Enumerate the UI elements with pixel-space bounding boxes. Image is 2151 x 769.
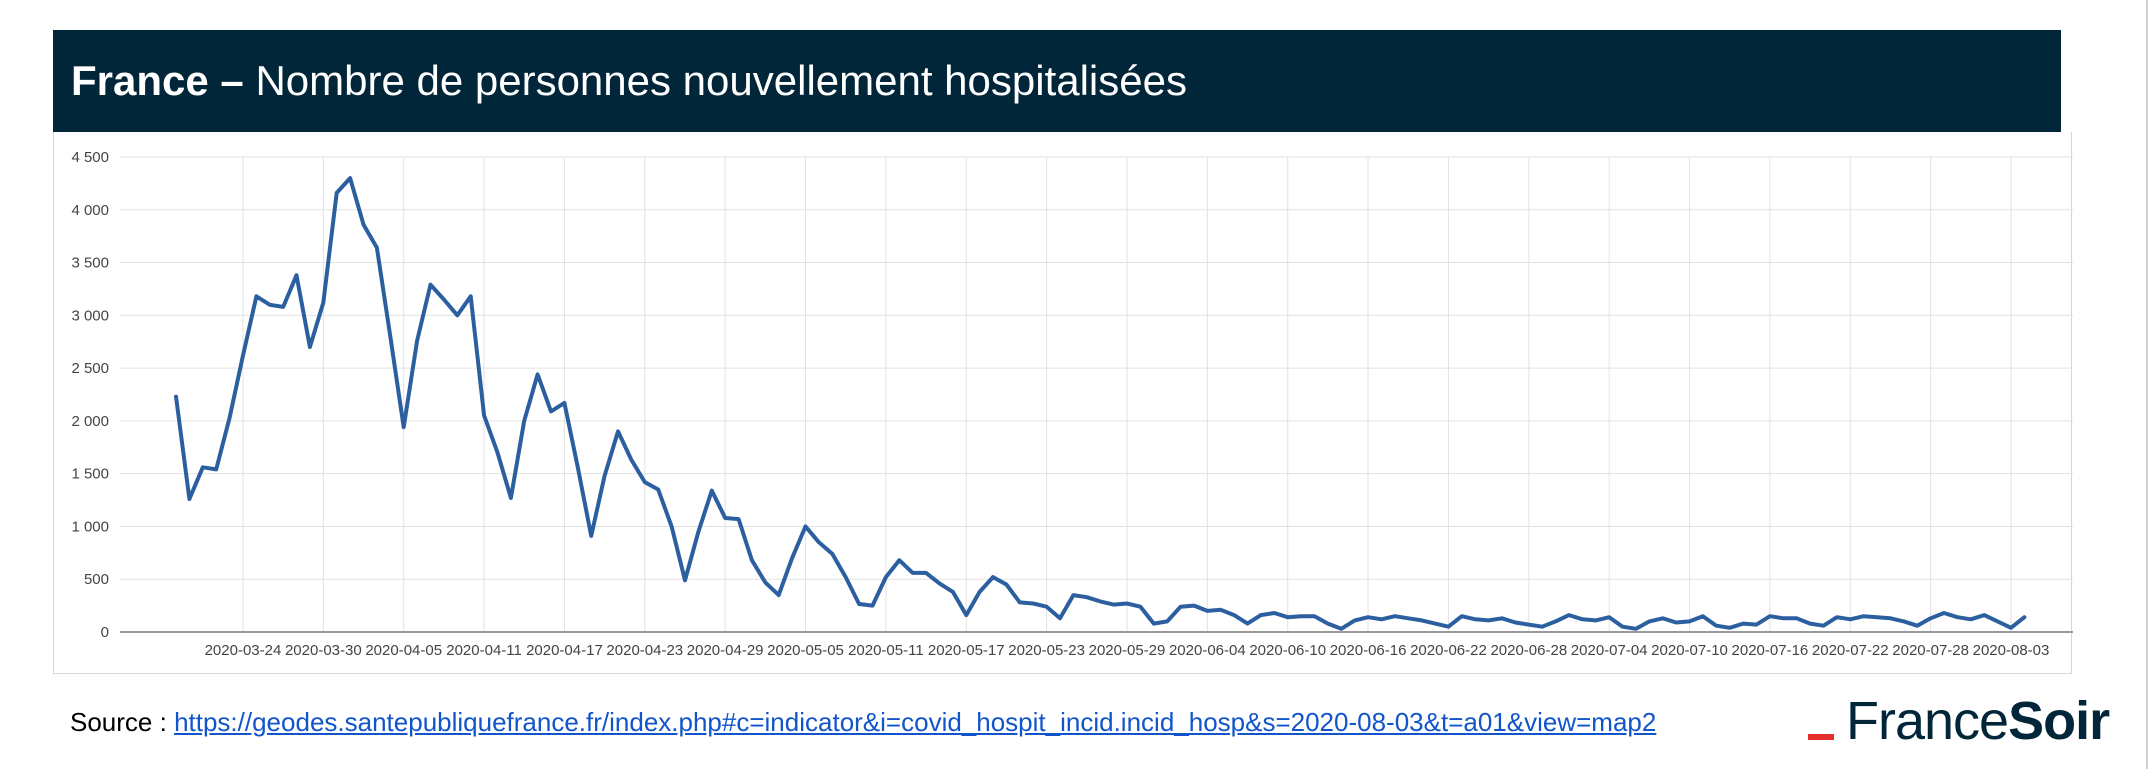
x-tick-label: 2020-04-23 — [606, 642, 683, 659]
line-chart: 0 500 1 000 1 500 2 000 2 500 3 000 3 500 4 000 4… — [71, 149, 2073, 659]
title-country: France — [71, 57, 209, 104]
x-tick-label: 2020-04-17 — [526, 642, 603, 659]
x-tick-label: 2020-07-10 — [1651, 642, 1728, 659]
x-tick-label: 2020-06-16 — [1330, 642, 1407, 659]
y-tick-label: 3 500 — [71, 255, 109, 272]
x-tick-label: 2020-06-22 — [1410, 642, 1487, 659]
chart-area: 0 500 1 000 1 500 2 000 2 500 3 000 3 500 4 000 4… — [53, 132, 2073, 674]
y-tick-label: 1 500 — [71, 466, 109, 483]
x-tick-label: 2020-07-28 — [1892, 642, 1969, 659]
x-tick-label: 2020-04-11 — [446, 642, 522, 659]
x-tick-label: 2020-06-04 — [1169, 642, 1246, 659]
y-tick-label: 4 000 — [71, 202, 109, 219]
source-line: Source : https://geodes.santepubliquefra… — [70, 707, 1656, 738]
x-tick-label: 2020-04-29 — [687, 642, 764, 659]
page-title: Nombre de personnes nouvellement hospita… — [255, 57, 1187, 104]
x-tick-label: 2020-07-16 — [1732, 642, 1809, 659]
x-tick-label: 2020-03-24 — [205, 642, 282, 659]
x-tick-label: 2020-06-10 — [1249, 642, 1326, 659]
y-tick-label: 500 — [84, 571, 109, 588]
page-edge-divider — [2146, 0, 2148, 769]
x-tick-label: 2020-05-11 — [848, 642, 924, 659]
source-label: Source : — [70, 707, 175, 737]
series-line — [174, 176, 2027, 631]
x-tick-label: 2020-05-17 — [928, 642, 1005, 659]
logo-text-france: France — [1846, 691, 2009, 751]
francesoir-logo: France Soir — [1808, 690, 2110, 752]
title-banner: France – Nombre de personnes nouvellemen… — [53, 30, 2061, 132]
y-tick-label: 4 500 — [71, 149, 109, 166]
logo-dash-icon — [1808, 734, 1834, 740]
y-tick-label: 2 000 — [71, 413, 109, 430]
x-tick-label: 2020-07-04 — [1571, 642, 1648, 659]
x-tick-label: 2020-08-03 — [1973, 642, 2050, 659]
y-tick-label: 2 500 — [71, 360, 109, 377]
x-tick-label: 2020-04-05 — [365, 642, 442, 659]
y-tick-label: 3 000 — [71, 307, 109, 324]
x-tick-label: 2020-05-05 — [767, 642, 844, 659]
logo-text-soir: Soir — [2008, 691, 2110, 751]
x-tick-label: 2020-05-29 — [1089, 642, 1166, 659]
y-tick-label: 0 — [101, 624, 109, 641]
x-tick-label: 2020-07-22 — [1812, 642, 1889, 659]
x-tick-label: 2020-05-23 — [1008, 642, 1085, 659]
title-separator: – — [208, 57, 256, 104]
x-tick-label: 2020-03-30 — [285, 642, 362, 659]
x-tick-label: 2020-06-28 — [1490, 642, 1567, 659]
y-tick-label: 1 000 — [71, 518, 109, 535]
source-link[interactable]: https://geodes.santepubliquefrance.fr/in… — [174, 707, 1657, 737]
